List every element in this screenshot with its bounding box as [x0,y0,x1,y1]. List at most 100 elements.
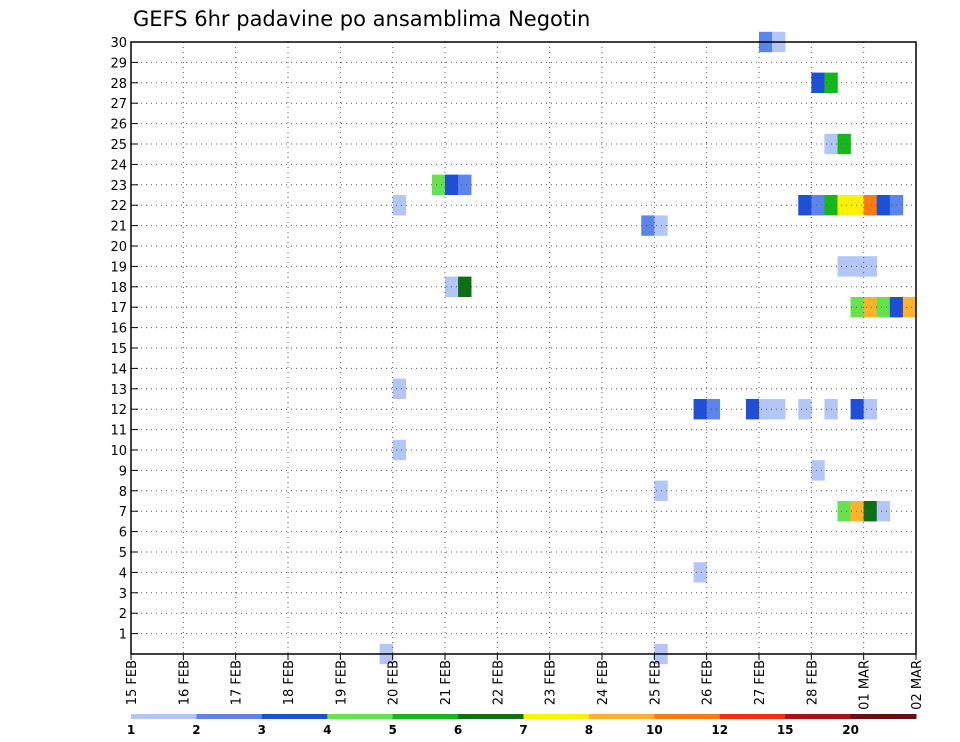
x-tick-label: 20 FEB [387,660,402,705]
precip-cell [392,195,407,216]
precip-cell [458,276,472,297]
colorbar-swatch [785,714,852,719]
y-tick-label: 3 [119,587,127,602]
y-tick-label: 23 [110,179,127,194]
y-tick-label: 7 [119,505,127,520]
colorbar-label: 10 [646,723,663,737]
precip-cell [837,133,851,155]
precip-cell [811,460,825,481]
y-tick-label: 22 [110,199,127,214]
precip-cell [837,195,851,216]
precip-cell [693,399,707,420]
precip-cell [850,195,864,216]
colorbar-label: 6 [454,723,462,737]
x-axis: 15 FEB 16 FEB 17 FEB 18 FEB 19 FEB 20 FEB 21 F… [125,654,925,710]
x-tick-label: 23 FEB [544,660,559,705]
x-tick-label: 25 FEB [648,660,663,705]
y-tick-label: 4 [119,566,127,581]
colorbar-swatch [458,714,524,719]
x-tick-label: 21 FEB [439,660,454,705]
y-tick-label: 8 [119,485,127,500]
precip-cell [458,174,472,195]
colorbar-label: 20 [842,723,859,737]
precip-cell [850,501,864,522]
y-tick-label: 26 [110,118,127,133]
colorbar-swatch [327,714,394,719]
y-tick-label: 17 [110,301,127,316]
y-tick-label: 30 [110,36,127,51]
y-tick-label: 18 [110,281,127,296]
y-tick-label: 10 [110,444,127,459]
precip-cell [837,501,851,522]
colorbar-label: 2 [192,723,200,737]
grid-layer [131,41,916,654]
y-tick-label: 1 [119,628,127,643]
y-tick-label: 5 [119,546,127,561]
colorbar-swatch [261,714,328,719]
y-tick-label: 2 [119,607,127,622]
precip-cell [876,297,891,318]
x-tick-label: 22 FEB [491,660,506,705]
colorbar-swatch [196,714,263,719]
chart-title: GEFS 6hr padavine po ansamblima Negotin [133,7,590,31]
colorbar-swatch [588,714,655,719]
y-tick-label: 13 [110,383,127,398]
y-tick-label: 6 [119,526,127,541]
x-tick-label: 15 FEB [125,660,140,705]
precip-cell [798,399,812,420]
colorbar-swatch [131,714,197,719]
x-tick-label: 18 FEB [282,660,297,705]
precip-cell [876,195,891,216]
precip-cell [863,399,878,420]
precip-cell [798,195,812,216]
y-tick-label: 24 [110,158,127,173]
precip-cell [876,501,891,522]
x-tick-label: 19 FEB [334,660,349,705]
y-tick-label: 29 [110,56,127,71]
colorbar-swatch [523,714,590,719]
colorbar-label: 8 [585,723,593,737]
colorbar-label: 3 [258,723,266,737]
precip-cell [863,297,878,318]
colorbar-swatch [850,714,917,719]
y-axis: 1234567891011121314151617181920212223242… [110,36,138,643]
y-tick-label: 14 [110,362,127,377]
precip-cell [850,297,864,318]
y-tick-label: 28 [110,77,127,92]
precip-cell [641,215,655,236]
precip-cell [811,195,825,216]
precip-cell [863,256,878,277]
cells-layer [379,31,917,665]
precip-cell [850,399,864,420]
colorbar-label: 4 [323,723,331,737]
colorbar-swatch [719,714,786,719]
x-tick-label: 02 MAR [910,660,925,710]
colorbar-label: 1 [127,723,135,737]
y-tick-label: 25 [110,138,127,153]
colorbar-label: 15 [777,723,794,737]
colorbar-swatch [392,714,459,719]
precip-cell [693,562,707,583]
y-tick-label: 15 [110,342,127,357]
y-tick-label: 21 [110,220,127,235]
x-tick-label: 17 FEB [230,660,245,705]
y-tick-label: 12 [110,403,127,418]
y-tick-label: 9 [119,464,127,479]
precip-cell [392,378,407,399]
precip-cell [863,501,878,522]
precip-cell [759,399,773,420]
y-tick-label: 19 [110,260,127,275]
x-tick-label: 01 MAR [858,660,873,710]
precip-cell [811,72,825,93]
x-tick-label: 16 FEB [177,660,192,705]
precip-cell [902,297,917,318]
precip-cell [772,399,786,420]
y-tick-label: 16 [110,322,127,337]
precip-cell [745,399,760,420]
colorbar-label: 12 [711,723,728,737]
colorbar: 1 2 3 4 5 6 7 8 10 12 15 20 [127,714,917,737]
x-tick-label: 28 FEB [805,660,820,705]
y-tick-label: 11 [110,424,127,439]
colorbar-label: 5 [388,723,396,737]
